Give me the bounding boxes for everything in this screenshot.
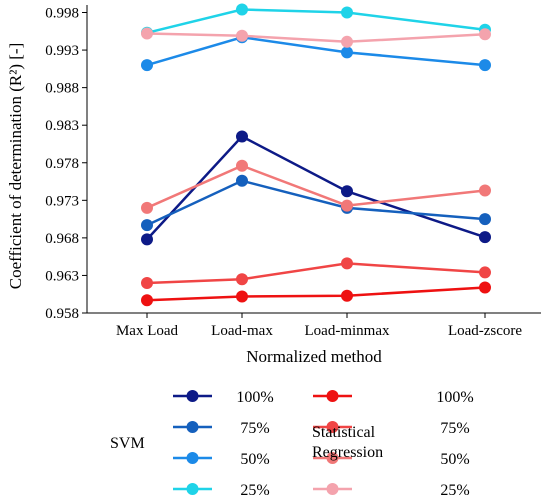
- legend-swatch-marker: [326, 483, 339, 495]
- series-line: [146, 134, 486, 241]
- x-axis-title: Normalized method: [246, 347, 382, 366]
- y-tick-label: 0.973: [45, 193, 79, 209]
- data-point: [341, 46, 353, 59]
- data-point: [236, 3, 248, 16]
- data-point: [141, 219, 153, 232]
- series-line: [146, 179, 486, 227]
- x-tick-label: Load-zscore: [448, 323, 522, 339]
- series-line: [146, 164, 486, 209]
- data-point: [341, 289, 353, 302]
- legend-swatch-marker: [186, 483, 199, 495]
- series-layer: [141, 3, 491, 307]
- legend-label: 100%: [436, 389, 473, 406]
- legend-label: 50%: [440, 451, 469, 468]
- data-point: [141, 59, 153, 72]
- data-point: [141, 294, 153, 307]
- axes: Coefficient of determination (R²) [-] No…: [6, 5, 541, 366]
- series-line: [146, 286, 486, 302]
- y-axis-title: Coefficient of determination (R²) [-]: [6, 43, 25, 289]
- series-line: [146, 8, 486, 35]
- legend-label: 25%: [440, 482, 469, 499]
- data-point: [141, 276, 153, 289]
- data-point: [141, 27, 153, 40]
- legend-label: 75%: [440, 420, 469, 437]
- data-point: [479, 231, 491, 244]
- data-point: [479, 59, 491, 72]
- legend-group-title: Statistical: [312, 424, 376, 441]
- y-tick-label: 0.963: [45, 268, 79, 284]
- data-point: [236, 174, 248, 187]
- legend-swatch-marker: [326, 421, 339, 433]
- data-point: [236, 273, 248, 286]
- data-point: [479, 213, 491, 226]
- data-point: [236, 159, 248, 172]
- legend-swatch-marker: [326, 390, 339, 402]
- data-point: [141, 201, 153, 214]
- x-tick-label: Load-max: [211, 323, 273, 339]
- legend-swatch-marker: [186, 421, 199, 433]
- y-tick-label: 0.993: [45, 43, 79, 59]
- y-tick-label: 0.988: [45, 81, 79, 97]
- data-point: [479, 281, 491, 294]
- x-tick-label: Load-minmax: [305, 323, 390, 339]
- x-tick-label: Max Load: [116, 323, 179, 339]
- y-tick-label: 0.998: [45, 6, 79, 22]
- legend-swatch-marker: [186, 390, 199, 402]
- legend-swatch-marker: [326, 452, 339, 464]
- y-tick-label: 0.978: [45, 156, 79, 172]
- data-point: [479, 184, 491, 197]
- legend-label: 50%: [240, 451, 269, 468]
- data-point: [341, 199, 353, 212]
- data-point: [341, 185, 353, 198]
- data-point: [236, 29, 248, 42]
- legend-label: 75%: [240, 420, 269, 437]
- data-point: [236, 130, 248, 143]
- data-point: [479, 266, 491, 279]
- series-line: [146, 262, 486, 285]
- data-point: [141, 233, 153, 246]
- series-line: [146, 36, 486, 67]
- data-point: [236, 290, 248, 303]
- data-point: [341, 6, 353, 19]
- series-line: [146, 32, 486, 44]
- y-tick-label: 0.958: [45, 306, 79, 322]
- legend-group-title: SVM: [110, 435, 145, 452]
- legend-label: 100%: [236, 389, 273, 406]
- legend-swatch-marker: [186, 452, 199, 464]
- legend-group-title: Regression: [312, 444, 383, 461]
- y-tick-label: 0.983: [45, 118, 79, 134]
- data-point: [341, 257, 353, 270]
- y-tick-label: 0.968: [45, 231, 79, 247]
- data-point: [341, 35, 353, 48]
- data-point: [479, 28, 491, 41]
- legend: 100% 75% 50% 25% 100% 75% 50% 25% SVM Statistical…: [110, 389, 474, 499]
- legend-label: 25%: [240, 482, 269, 499]
